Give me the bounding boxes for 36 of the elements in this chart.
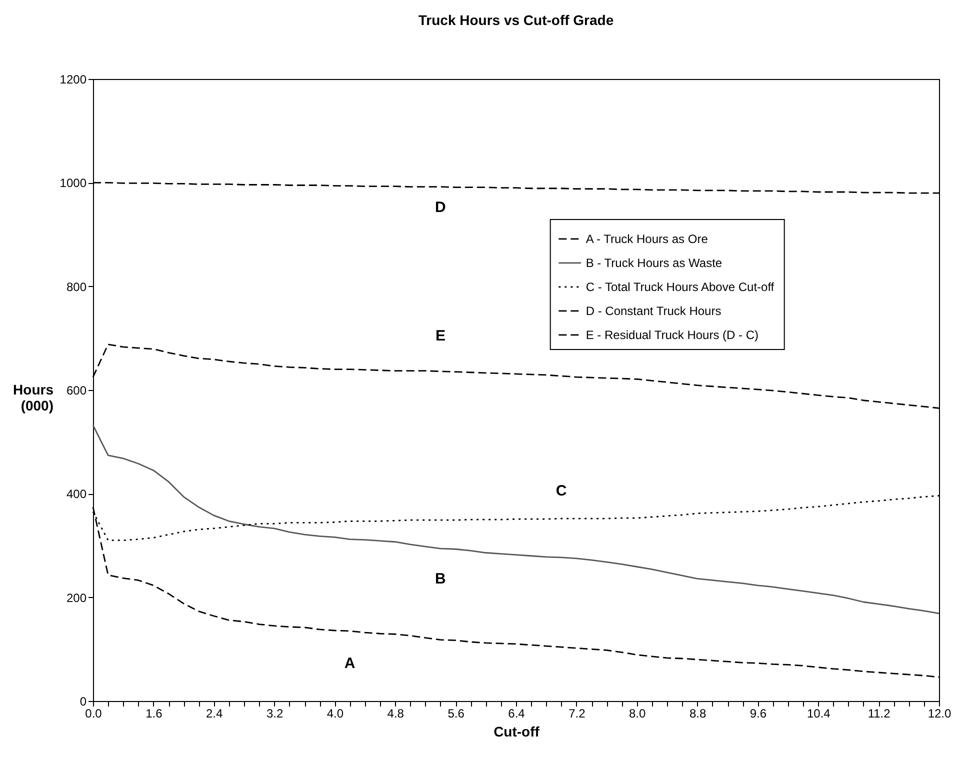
line-series: [92, 424, 940, 614]
legend-label: B - Truck Hours as Waste: [586, 256, 722, 270]
y-tick-label: 400: [66, 487, 87, 502]
y-axis-title: Hours (000): [13, 382, 54, 414]
annotation: D: [435, 198, 446, 216]
x-tick-label: 11.2: [868, 706, 891, 720]
x-tick-label: 0.0: [85, 706, 102, 720]
x-tick-label: 8.8: [689, 706, 706, 720]
x-tick-label: 4.8: [387, 706, 404, 720]
x-tick-label: 3.2: [266, 706, 284, 720]
legend-label: A - Truck Hours as Ore: [586, 232, 708, 246]
legend-label: D - Constant Truck Hours: [586, 304, 722, 318]
y-tick-label: 800: [66, 280, 87, 294]
x-tick-label: 4.0: [326, 706, 344, 720]
x-tick-label: 2.4: [206, 706, 224, 720]
x-tick-label: 12.0: [928, 706, 952, 720]
annotation: C: [556, 482, 567, 500]
annotation: B: [435, 570, 446, 588]
legend-label: C - Total Truck Hours Above Cut-off: [586, 280, 775, 294]
x-tick-label: 5.6: [448, 706, 465, 720]
y-tick-label: 1200: [60, 72, 87, 86]
y-tick-label: 0: [80, 694, 87, 708]
y-tick-label: 1000: [60, 176, 87, 190]
x-axis-title: Cut-off: [494, 724, 540, 740]
x-tick-label: 8.0: [629, 706, 646, 720]
x-tick-label: 1.6: [146, 706, 163, 720]
legend-label: E - Residual Truck Hours (D - C): [586, 328, 759, 342]
x-tick-label: 7.2: [568, 706, 586, 720]
x-tick-label: 6.4: [508, 706, 526, 720]
y-tick-label: 600: [66, 384, 87, 398]
chart-title: Truck Hours vs Cut-off Grade: [418, 12, 614, 28]
annotation: A: [344, 655, 356, 672]
x-tick-label: 10.4: [806, 706, 831, 720]
x-tick-label: 9.6: [750, 706, 767, 720]
annotation: E: [435, 327, 446, 344]
y-tick-label: 200: [66, 590, 87, 605]
